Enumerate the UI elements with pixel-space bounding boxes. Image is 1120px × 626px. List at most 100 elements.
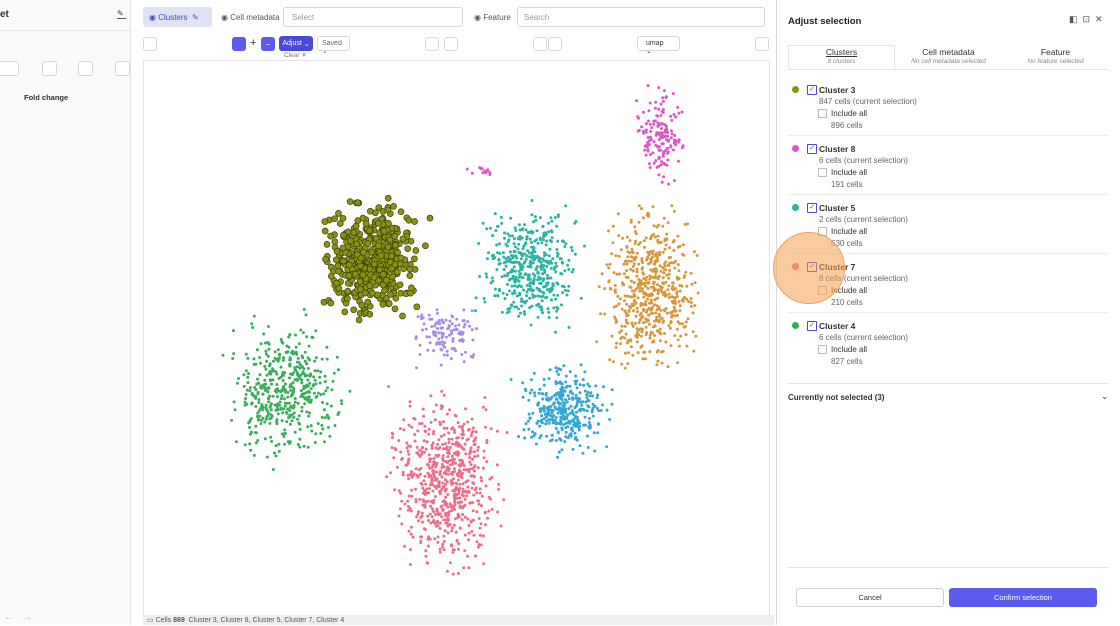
download-button[interactable] — [78, 61, 93, 76]
cell-point — [560, 382, 564, 386]
panel-icons[interactable]: ◧ ⊡ ✕ — [1069, 14, 1103, 24]
cell-point — [300, 405, 304, 409]
cell-point — [610, 402, 614, 406]
scatter-plot[interactable] — [143, 60, 770, 616]
cell-point — [489, 427, 493, 431]
cell-point — [298, 437, 302, 441]
cell-point — [384, 243, 392, 251]
subtract-button[interactable]: − — [261, 37, 275, 51]
cell-point — [653, 119, 657, 123]
cell-point — [646, 287, 650, 290]
search-placeholder: Search — [524, 13, 550, 22]
fit-button[interactable] — [444, 37, 458, 51]
cell-point — [522, 428, 526, 432]
tab[interactable] — [788, 45, 895, 69]
adjust-button[interactable]: Adjust ⌄ — [279, 36, 313, 51]
cell-point — [453, 508, 457, 511]
cell-point — [345, 272, 353, 279]
cell-point — [658, 318, 662, 322]
cell-point — [471, 457, 474, 461]
cell-point — [482, 534, 485, 538]
cell-point — [484, 484, 488, 488]
cell-point — [232, 352, 236, 356]
cell-point — [290, 419, 294, 423]
edit-icon[interactable]: ✎ — [117, 9, 126, 19]
cell-point — [649, 237, 653, 241]
include-checkbox[interactable] — [818, 168, 827, 177]
expand-button[interactable] — [115, 61, 130, 76]
cluster-name: Cluster 8 — [819, 144, 856, 154]
checkbox[interactable]: ✓ — [807, 321, 817, 331]
camera-button[interactable] — [533, 37, 547, 51]
confirm-button[interactable]: Confirm selection — [949, 588, 1097, 607]
cell-point — [453, 413, 457, 417]
add-button[interactable]: + — [250, 37, 257, 49]
cell-point — [323, 374, 327, 378]
cell-point — [300, 409, 304, 413]
embedding-select[interactable]: umap ⌄ — [637, 36, 680, 55]
cell-point — [539, 434, 543, 438]
clusters-tab[interactable]: ◉ Clusters ✎ — [143, 7, 212, 27]
cell-point — [591, 402, 595, 406]
not-selected-header[interactable]: Currently not selected (3) — [788, 393, 885, 402]
cell-point — [646, 319, 650, 323]
cell-point — [566, 420, 570, 424]
cell-point — [693, 304, 697, 308]
cell-point — [252, 363, 256, 366]
cell-point — [644, 278, 648, 282]
cell-point — [589, 425, 592, 429]
cell-point — [298, 366, 302, 370]
cell-point — [538, 424, 542, 428]
cell-point — [333, 279, 341, 287]
cell-point — [344, 295, 351, 302]
clear-link[interactable]: Clear ✕ — [284, 52, 307, 59]
cell-point — [559, 389, 563, 393]
plug-button[interactable] — [548, 37, 562, 51]
cell-point — [249, 430, 253, 434]
cell-point — [406, 265, 414, 273]
cell-point — [656, 255, 659, 258]
cell-point — [605, 408, 609, 412]
include-checkbox[interactable] — [818, 109, 827, 118]
cell-point — [560, 303, 563, 307]
cell-point — [582, 244, 586, 248]
nav-arrows[interactable]: ← → — [4, 612, 33, 623]
cell-point — [664, 95, 668, 99]
cell-point — [356, 278, 364, 285]
cell-point — [630, 289, 634, 293]
cell-point — [496, 510, 500, 514]
cell-point — [511, 274, 515, 278]
saved-button[interactable]: Saved ⌄ — [317, 36, 350, 55]
cell-point — [487, 496, 491, 499]
checkbox[interactable]: ✓ — [807, 203, 817, 213]
cell-point — [626, 250, 630, 254]
cell-point — [592, 431, 596, 435]
total-cells: 896 cells — [831, 121, 863, 130]
plot-settings[interactable] — [755, 37, 769, 51]
include-checkbox[interactable] — [818, 345, 827, 354]
search-input[interactable]: Search — [517, 7, 765, 27]
chevron[interactable]: ⌄ — [1101, 391, 1109, 401]
settings-button[interactable] — [42, 61, 57, 76]
zoom-button[interactable] — [425, 37, 439, 51]
cell-point — [544, 393, 548, 397]
cancel-button[interactable]: Cancel — [796, 588, 944, 607]
dropdown[interactable] — [0, 61, 19, 76]
select-input[interactable]: Select — [283, 7, 463, 27]
cell-point — [462, 468, 466, 472]
cell-point — [266, 390, 270, 394]
checkbox[interactable]: ✓ — [807, 144, 817, 154]
cell-point — [640, 334, 643, 338]
cell-point — [294, 333, 298, 337]
pan-button[interactable] — [143, 37, 157, 51]
cell-point — [653, 235, 657, 239]
cell-point — [496, 294, 500, 297]
cell-point — [643, 148, 647, 152]
cell-point — [427, 491, 431, 495]
checkbox[interactable]: ✓ — [807, 85, 817, 95]
cell-point — [307, 414, 311, 418]
lasso-button[interactable] — [232, 37, 246, 51]
cell-point — [477, 241, 481, 245]
cell-point — [662, 271, 666, 275]
cell-point — [455, 539, 459, 543]
